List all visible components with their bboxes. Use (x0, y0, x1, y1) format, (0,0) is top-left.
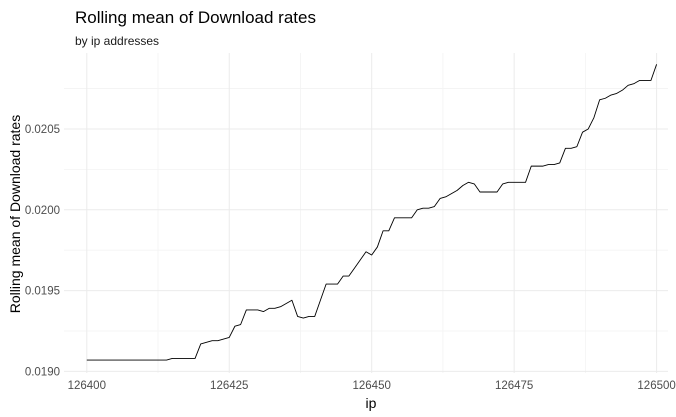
series-line (86, 64, 658, 361)
chart-subtitle: by ip addresses (75, 34, 159, 48)
x-tick-label: 126425 (210, 380, 248, 392)
x-tick-label: 126475 (495, 380, 533, 392)
x-tick-label: 126450 (353, 380, 391, 392)
x-tick-label: 126500 (637, 380, 675, 392)
x-tick-label: 126400 (68, 380, 106, 392)
y-axis-tick-labels: 0.0190 0.0195 0.0200 0.0205 (25, 124, 60, 378)
minor-gridlines (64, 53, 668, 373)
plot-panel (64, 53, 668, 373)
y-tick-label: 0.0195 (25, 286, 60, 298)
x-axis-title: ip (366, 395, 377, 411)
y-axis-title: Rolling mean of Download rates (7, 115, 23, 313)
y-tick-label: 0.0205 (25, 124, 60, 136)
chart-title: Rolling mean of Download rates (75, 8, 316, 27)
x-axis-tick-labels: 126400 126425 126450 126475 126500 (68, 380, 676, 392)
y-tick-label: 0.0190 (25, 366, 60, 378)
major-gridlines (64, 53, 668, 373)
y-tick-label: 0.0200 (25, 205, 60, 217)
